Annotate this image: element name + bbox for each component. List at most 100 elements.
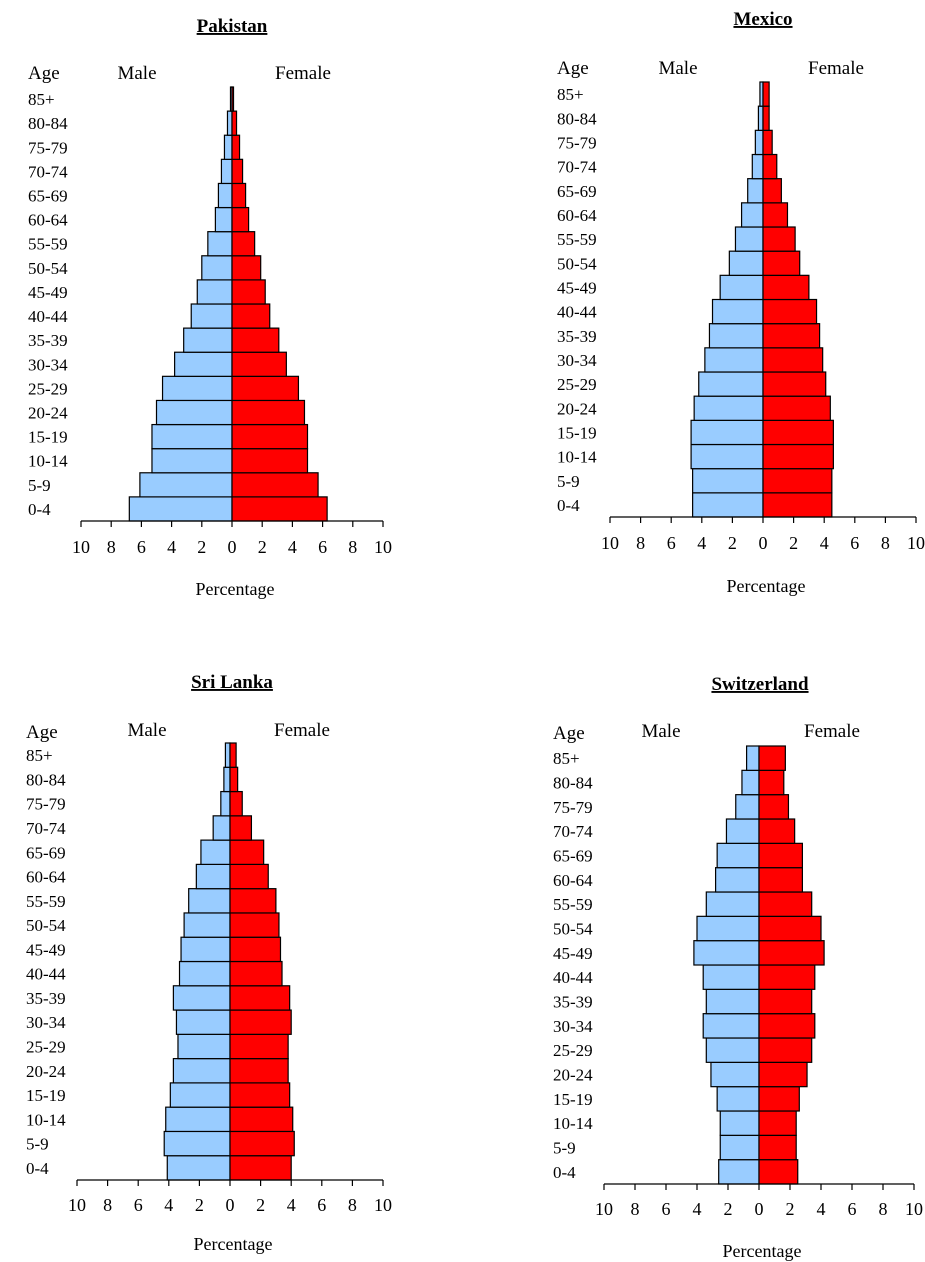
age-label: 60-64 (28, 211, 68, 230)
x-tick-label: 8 (348, 1195, 357, 1215)
age-label: 80-84 (28, 114, 68, 133)
bar-male-70-74 (212, 815, 231, 841)
age-label: 50-54 (28, 259, 68, 278)
age-label: 0-4 (553, 1163, 576, 1182)
age-label: 80-84 (553, 774, 593, 793)
bar-female-40-44 (229, 960, 283, 987)
bar-male-5-9 (692, 468, 764, 494)
age-label: 55-59 (557, 230, 597, 249)
bar-female-60-64 (229, 863, 269, 890)
bar-male-20-24 (155, 399, 233, 426)
age-label: 30-34 (557, 351, 597, 370)
bar-male-5-9 (719, 1134, 760, 1161)
bar-female-70-74 (762, 153, 778, 180)
bar-male-70-74 (751, 153, 764, 180)
bar-female-75-79 (231, 134, 241, 160)
bar-female-50-54 (231, 255, 262, 281)
bar-female-20-24 (231, 399, 306, 426)
bar-male-5-9 (139, 472, 233, 498)
bar-male-10-14 (690, 443, 764, 470)
bar-female-20-24 (762, 395, 831, 421)
bar-male-45-49 (180, 936, 231, 963)
x-tick-label: 4 (693, 1199, 702, 1219)
x-tick-label: 0 (755, 1199, 764, 1219)
x-tick-label: 4 (820, 533, 829, 553)
bar-female-0-4 (762, 492, 833, 518)
age-label: 5-9 (28, 476, 51, 495)
age-label: 10-14 (26, 1110, 66, 1129)
chart-title: Switzerland (711, 674, 809, 695)
bar-male-15-19 (169, 1082, 231, 1108)
bar-male-65-69 (217, 182, 233, 209)
bar-male-55-59 (705, 891, 760, 917)
bar-female-60-64 (758, 867, 804, 893)
age-label: 0-4 (26, 1159, 49, 1178)
age-label: 50-54 (553, 920, 593, 939)
age-label: 50-54 (26, 916, 66, 935)
bar-male-40-44 (702, 964, 760, 990)
x-tick-label: 10 (374, 537, 392, 557)
bar-female-70-74 (231, 158, 244, 185)
x-tick-label: 8 (348, 537, 357, 557)
bar-female-80-84 (231, 110, 238, 136)
x-tick-label: 4 (697, 533, 706, 553)
bar-female-15-19 (762, 419, 834, 446)
x-tick-label: 4 (167, 537, 176, 557)
age-label: 10-14 (553, 1114, 593, 1133)
age-label: 35-39 (26, 989, 66, 1008)
bar-female-85+ (758, 745, 786, 771)
age-label: 5-9 (557, 472, 580, 491)
age-label: 75-79 (28, 138, 68, 157)
age-label: 25-29 (557, 375, 597, 394)
bar-female-10-14 (229, 1106, 294, 1133)
bar-female-80-84 (758, 769, 785, 796)
bar-male-15-19 (716, 1086, 760, 1112)
bar-female-55-59 (758, 891, 813, 917)
bar-female-85+ (229, 742, 237, 768)
age-label: 80-84 (26, 770, 66, 789)
age-label: 70-74 (28, 162, 68, 181)
bar-male-15-19 (151, 423, 233, 450)
bar-male-75-79 (735, 794, 760, 820)
bar-female-85+ (762, 81, 770, 107)
age-label: 55-59 (553, 895, 593, 914)
bar-male-0-4 (166, 1155, 231, 1181)
bar-female-80-84 (762, 105, 770, 131)
bar-male-20-24 (172, 1058, 231, 1084)
x-tick-label: 8 (636, 533, 645, 553)
bar-male-35-39 (708, 323, 764, 349)
bar-male-5-9 (163, 1130, 231, 1157)
bar-female-5-9 (758, 1134, 797, 1161)
x-tick-label: 10 (68, 1195, 86, 1215)
age-label: 15-19 (28, 428, 68, 447)
bar-male-25-29 (177, 1033, 231, 1060)
bar-female-40-44 (758, 964, 816, 990)
bar-female-10-14 (758, 1110, 797, 1136)
x-tick-label: 6 (317, 1195, 326, 1215)
bar-female-30-34 (231, 351, 287, 377)
bar-male-70-74 (220, 158, 233, 185)
series-label-male: Male (658, 58, 697, 79)
bar-female-0-4 (229, 1155, 292, 1181)
bar-female-25-29 (229, 1033, 289, 1060)
bar-male-80-84 (226, 110, 233, 136)
bar-female-20-24 (758, 1061, 808, 1088)
bar-female-20-24 (229, 1058, 289, 1084)
bar-male-55-59 (207, 231, 233, 257)
series-label-female: Female (274, 720, 330, 741)
age-label: 75-79 (553, 798, 593, 817)
age-label: 25-29 (553, 1041, 593, 1060)
bar-female-15-19 (758, 1086, 800, 1112)
bar-female-65-69 (762, 178, 782, 204)
bar-female-25-29 (762, 371, 827, 397)
age-label: 0-4 (557, 496, 580, 515)
x-tick-label: 6 (137, 537, 146, 557)
age-label: 30-34 (553, 1017, 593, 1036)
age-label: 15-19 (553, 1090, 593, 1109)
x-tick-label: 6 (848, 1199, 857, 1219)
bar-female-5-9 (231, 472, 319, 498)
bar-female-10-14 (231, 448, 309, 474)
age-label: 5-9 (26, 1135, 49, 1154)
bar-male-45-49 (693, 940, 760, 966)
